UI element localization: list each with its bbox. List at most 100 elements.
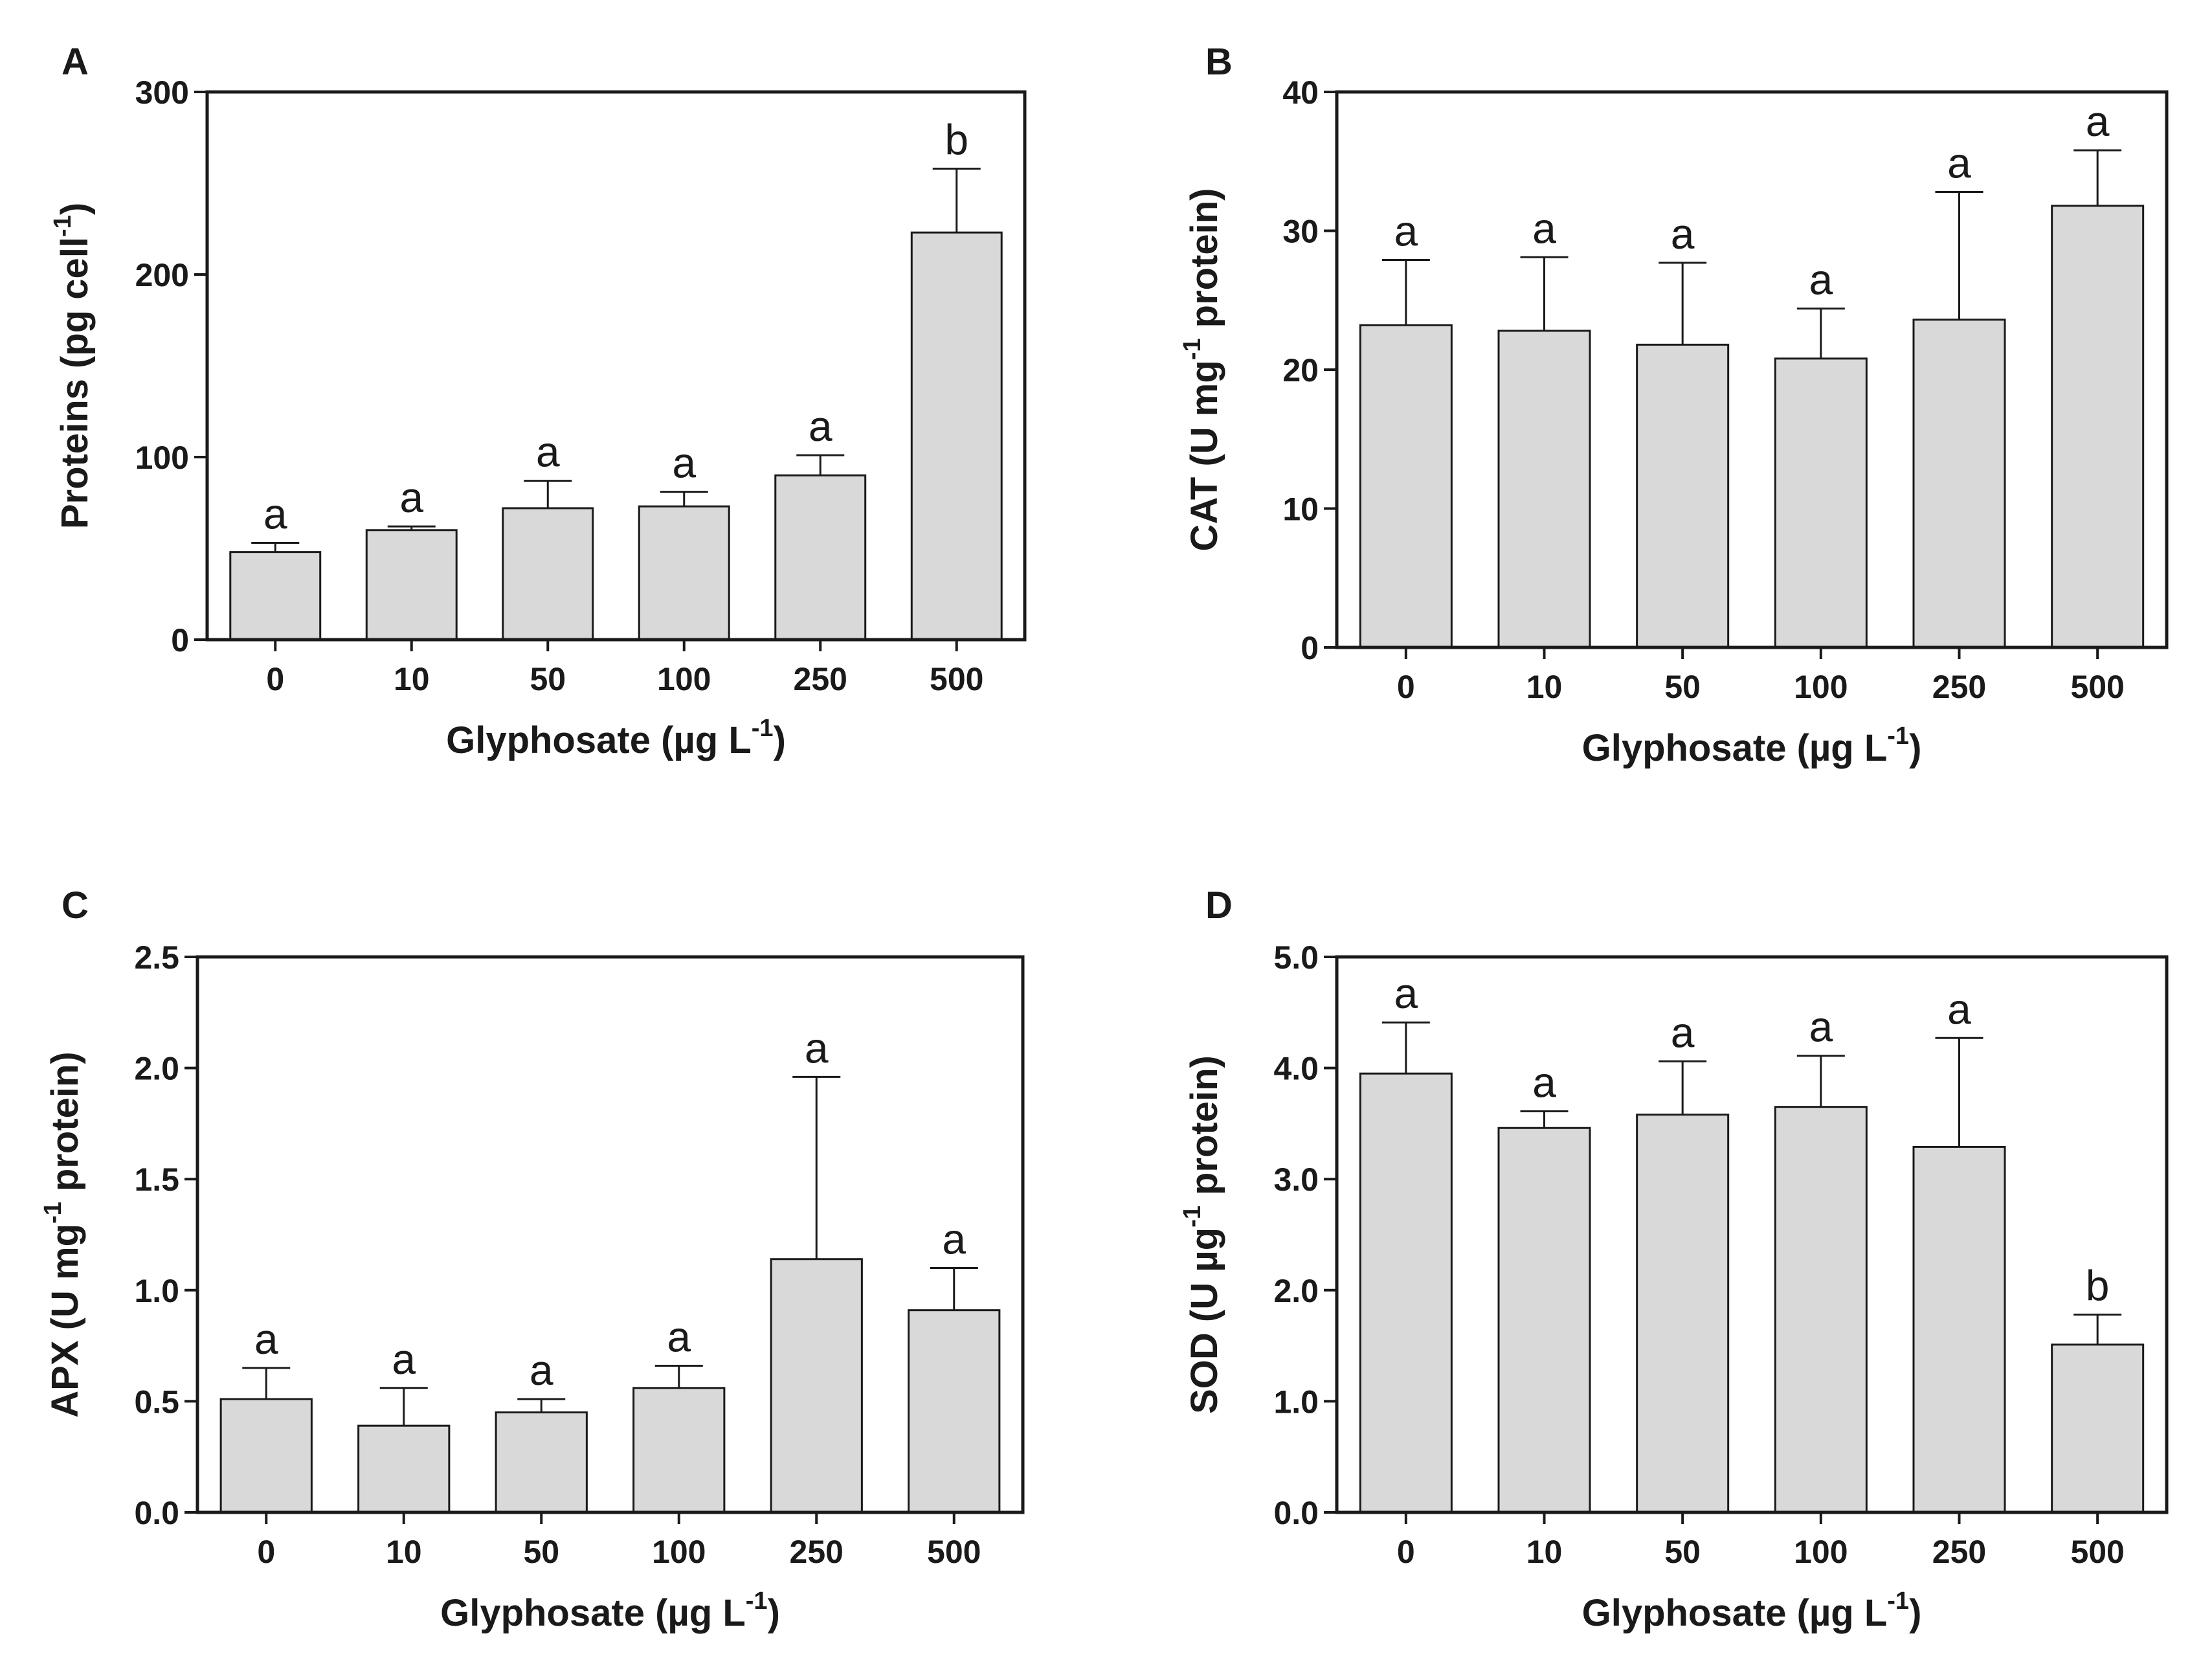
- y-tick-label-d-5.0: 5.0: [1273, 939, 1319, 976]
- y-tick-label-a-200: 200: [135, 257, 189, 293]
- y-axis-title-d-suffix: protein): [1183, 1055, 1225, 1206]
- y-tick-label-c-2.5: 2.5: [134, 939, 179, 976]
- y-axis-title-d: SOD (U µg-1 protein): [1179, 1055, 1225, 1414]
- x-tick-label-d-0: 0: [1397, 1534, 1415, 1570]
- x-tick-label-a-250: 250: [794, 661, 847, 697]
- significance-letter-c-0: a: [254, 1315, 278, 1363]
- x-axis-title-d-text: Glyphosate (µg L: [1582, 1592, 1888, 1634]
- y-tick-label-a-100: 100: [135, 440, 189, 476]
- significance-letter-d-50: a: [1671, 1008, 1695, 1056]
- x-tick-label-c-250: 250: [790, 1534, 843, 1570]
- y-tick-label-a-0: 0: [171, 622, 189, 658]
- x-axis-title-c: Glyphosate (µg L-1): [440, 1587, 780, 1634]
- bar-a-50: [502, 507, 594, 641]
- bar-d-0: [1359, 1072, 1453, 1514]
- x-axis-title-c-text: Glyphosate (µg L: [440, 1592, 746, 1634]
- y-axis-title-c-superscript: -1: [39, 1202, 67, 1224]
- panel-letter-a: A: [61, 41, 89, 83]
- x-tick-label-a-100: 100: [657, 661, 711, 697]
- significance-letter-c-50: a: [530, 1346, 553, 1394]
- x-axis-title-c-suffix: ): [768, 1592, 780, 1634]
- significance-letter-d-10: a: [1532, 1059, 1556, 1106]
- y-axis-title-b-superscript: -1: [1179, 338, 1206, 360]
- x-tick-label-b-10: 10: [1526, 669, 1563, 705]
- x-tick-label-a-0: 0: [266, 661, 284, 697]
- y-tick-label-c-2.0: 2.0: [134, 1051, 179, 1087]
- significance-letter-a-100: a: [672, 439, 696, 487]
- y-tick-label-d-2.0: 2.0: [1273, 1273, 1319, 1309]
- x-tick-label-d-500: 500: [2070, 1534, 2124, 1570]
- significance-letter-c-250: a: [805, 1024, 829, 1071]
- y-tick-label-d-4.0: 4.0: [1273, 1051, 1319, 1087]
- y-axis-title-c-suffix: protein): [44, 1051, 86, 1202]
- bar-b-100: [1774, 357, 1868, 649]
- x-axis-title-c-superscript: -1: [746, 1587, 768, 1615]
- x-axis-title-b-suffix: ): [1909, 727, 1921, 769]
- bar-c-10: [357, 1424, 451, 1514]
- x-tick-label-b-250: 250: [1932, 669, 1986, 705]
- x-tick-label-b-0: 0: [1397, 669, 1415, 705]
- panel-c: Ca 0 a 10 a 50 a 100 a 250 a 500 0.0 0.5 1.0 1.5 2.0 2.5 G…: [39, 884, 1025, 1634]
- y-axis-title-b-text: CAT (U mg: [1183, 360, 1225, 551]
- bar-b-500: [2051, 205, 2145, 649]
- y-tick-label-c-1.0: 1.0: [134, 1273, 179, 1309]
- bar-c-500: [908, 1309, 1001, 1514]
- panel-a: Aa 0 a 10 a 50 a 100 a 250 b 500 0 100 200 300 Glyphosat…: [49, 41, 1027, 761]
- y-tick-label-b-0: 0: [1301, 630, 1319, 666]
- x-tick-label-b-100: 100: [1794, 669, 1848, 705]
- bar-b-250: [1912, 319, 2006, 649]
- bar-c-0: [219, 1398, 313, 1514]
- plot-frame-b: [1335, 90, 2169, 649]
- x-tick-label-b-50: 50: [1664, 669, 1701, 705]
- significance-letter-a-50: a: [536, 428, 560, 476]
- x-tick-label-a-50: 50: [530, 661, 566, 697]
- x-tick-label-d-10: 10: [1526, 1534, 1563, 1570]
- y-axis-title-c: APX (U mg-1 protein): [39, 1051, 86, 1417]
- y-tick-label-c-0.5: 0.5: [134, 1384, 179, 1420]
- x-axis-title-a-suffix: ): [774, 719, 786, 761]
- x-axis-title-d-superscript: -1: [1887, 1587, 1909, 1615]
- y-tick-label-b-30: 30: [1282, 214, 1319, 250]
- panel-d: Da 0 a 10 a 50 a 100 a 250 b 500 0.0 1.0 2.0 3.0 4.0 5.0 G…: [1179, 884, 2169, 1634]
- panel-b: Ba 0 a 10 a 50 a 100 a 250 a 500 0 10 20 30 40 Glyphosate…: [1179, 41, 2169, 769]
- significance-letter-d-250: a: [1947, 985, 1971, 1033]
- significance-letter-b-500: a: [2086, 97, 2110, 145]
- y-tick-label-d-1.0: 1.0: [1273, 1384, 1319, 1420]
- x-tick-label-d-100: 100: [1794, 1534, 1848, 1570]
- x-axis-title-a: Glyphosate (µg L-1): [446, 715, 786, 761]
- significance-letter-b-50: a: [1671, 210, 1695, 258]
- x-tick-label-c-50: 50: [523, 1534, 559, 1570]
- y-axis-title-c-text: APX (U mg: [44, 1224, 86, 1418]
- y-tick-label-b-10: 10: [1282, 491, 1319, 528]
- bar-c-100: [632, 1387, 726, 1514]
- bar-b-50: [1636, 343, 1730, 649]
- significance-letter-d-500: b: [2086, 1262, 2110, 1310]
- y-axis-title-a-superscript: -1: [49, 215, 76, 237]
- y-tick-label-a-300: 300: [135, 74, 189, 111]
- panel-letter-c: C: [61, 884, 89, 926]
- plot-frame-a: [205, 90, 1027, 642]
- x-axis-title-b-superscript: -1: [1887, 723, 1909, 750]
- x-axis-title-a-superscript: -1: [752, 715, 774, 742]
- x-axis-title-d: Glyphosate (µg L-1): [1582, 1587, 1922, 1634]
- x-tick-label-c-0: 0: [257, 1534, 275, 1570]
- y-tick-label-b-40: 40: [1282, 74, 1319, 111]
- bar-d-10: [1497, 1127, 1591, 1514]
- x-tick-label-a-10: 10: [394, 661, 430, 697]
- y-tick-label-d-3.0: 3.0: [1273, 1161, 1319, 1198]
- bar-d-100: [1774, 1106, 1868, 1514]
- x-tick-label-c-100: 100: [652, 1534, 706, 1570]
- x-axis-title-b: Glyphosate (µg L-1): [1582, 723, 1922, 769]
- significance-letter-b-250: a: [1947, 139, 1971, 186]
- plot-frame-c: [196, 955, 1025, 1514]
- y-tick-label-c-1.5: 1.5: [134, 1161, 179, 1198]
- significance-letter-b-100: a: [1809, 256, 1833, 304]
- bar-d-250: [1912, 1145, 2006, 1514]
- significance-letter-c-10: a: [392, 1335, 416, 1383]
- bar-a-500: [910, 231, 1003, 641]
- bar-d-500: [2051, 1343, 2145, 1514]
- plot-frame-d: [1335, 955, 2169, 1514]
- y-axis-title-b: CAT (U mg-1 protein): [1179, 188, 1225, 551]
- bar-c-50: [495, 1411, 588, 1514]
